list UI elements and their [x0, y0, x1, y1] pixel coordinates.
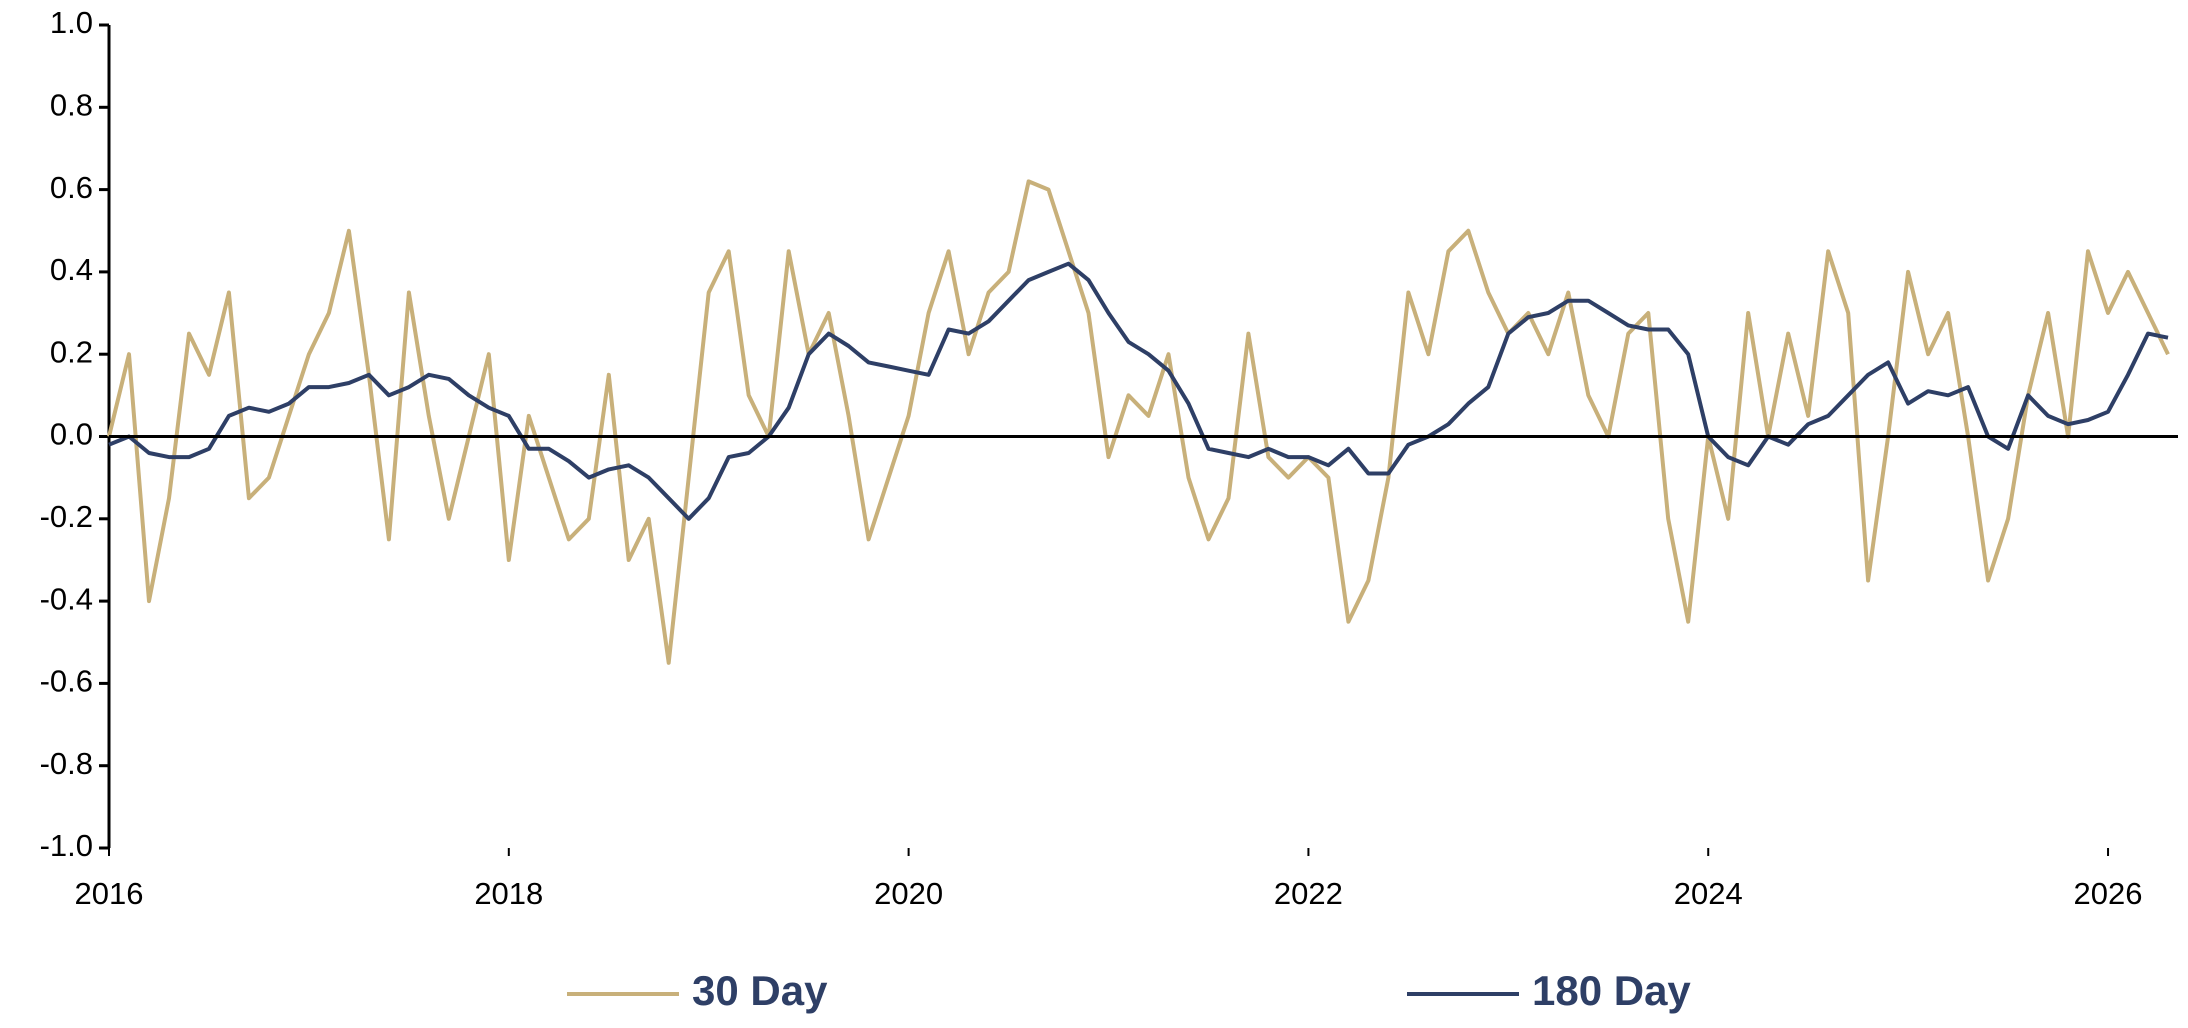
y-tick-label: 0.2 [50, 334, 93, 369]
y-tick-label: -0.2 [40, 499, 93, 534]
x-tick-label: 2016 [75, 876, 144, 911]
x-tick-label: 2018 [474, 876, 543, 911]
x-tick-label: 2020 [874, 876, 943, 911]
y-tick-label: -0.6 [40, 664, 93, 699]
y-tick-label: 0.4 [50, 252, 93, 287]
x-tick-label: 2024 [1674, 876, 1743, 911]
series-line [107, 179, 2170, 665]
y-tick-label: 0.6 [50, 170, 93, 205]
y-tick-label: 0.0 [50, 417, 93, 452]
series-line [108, 261, 2169, 521]
x-tick-label: 2026 [2074, 876, 2143, 911]
y-tick-label: -0.4 [40, 581, 93, 616]
x-tick-label: 2022 [1274, 876, 1343, 911]
y-tick-label: 1.0 [50, 5, 93, 40]
y-tick-label: -0.8 [40, 746, 93, 781]
legend-text: 30 Day [692, 967, 828, 1014]
y-tick-label: -1.0 [40, 828, 93, 863]
legend-text: 180 Day [1532, 967, 1691, 1014]
y-tick-label: 0.8 [50, 87, 93, 122]
